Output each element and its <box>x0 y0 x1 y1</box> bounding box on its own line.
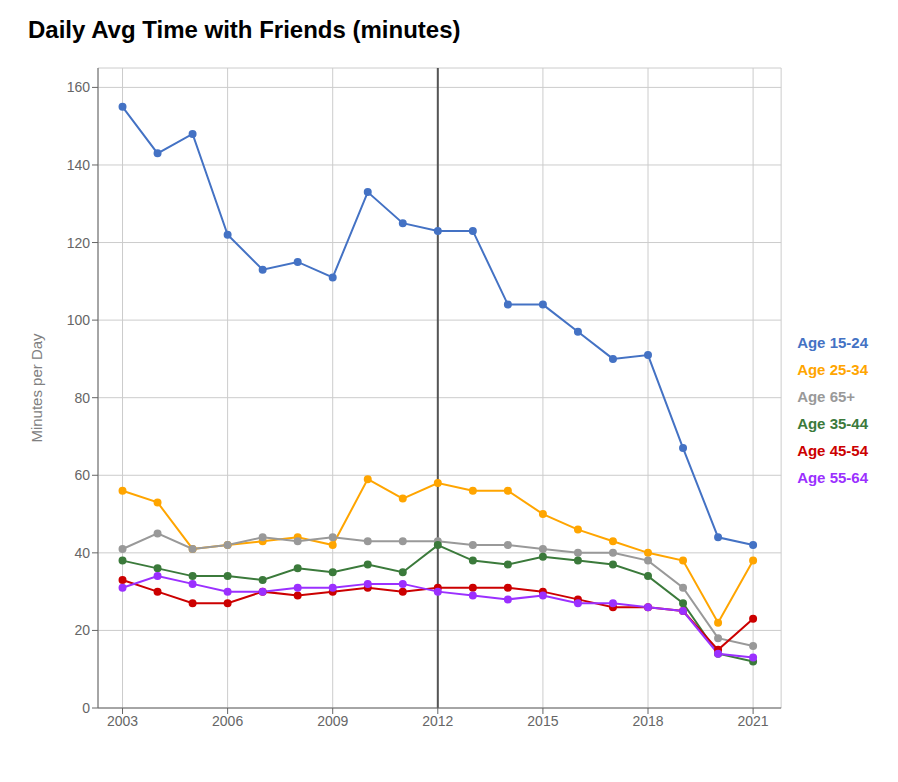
html-text:Daily Avg Time with Friends (m: Daily Avg Time with Friends (minutes) <box>28 16 461 43</box>
html-text:Age 15-24: Age 15-24 <box>797 334 868 351</box>
html-text:Age 65+: Age 65+ <box>797 388 856 405</box>
svg-text:2012: 2012 <box>422 713 453 729</box>
svg-text:2009: 2009 <box>317 713 348 729</box>
svg-text:100: 100 <box>67 312 91 328</box>
svg-text:20: 20 <box>74 622 90 638</box>
html-text:Age 45-54: Age 45-54 <box>797 442 868 459</box>
svg-text:80: 80 <box>74 390 90 406</box>
html-text:Age 35-44: Age 35-44 <box>797 415 868 432</box>
svg-text:120: 120 <box>67 235 91 251</box>
svg-text:2003: 2003 <box>107 713 138 729</box>
svg-text:40: 40 <box>74 545 90 561</box>
svg-text:140: 140 <box>67 157 91 173</box>
svg-text:0: 0 <box>82 700 90 716</box>
svg-text:2018: 2018 <box>632 713 663 729</box>
html-text:Age 25-34: Age 25-34 <box>797 361 868 378</box>
svg-text:2006: 2006 <box>212 713 243 729</box>
svg-text:2015: 2015 <box>527 713 558 729</box>
svg-text:2021: 2021 <box>738 713 769 729</box>
html-text:Age 55-64: Age 55-64 <box>797 469 868 486</box>
svg-text:60: 60 <box>74 467 90 483</box>
svg-text:160: 160 <box>67 79 91 95</box>
svg-text:Minutes per Day: Minutes per Day <box>28 333 45 443</box>
